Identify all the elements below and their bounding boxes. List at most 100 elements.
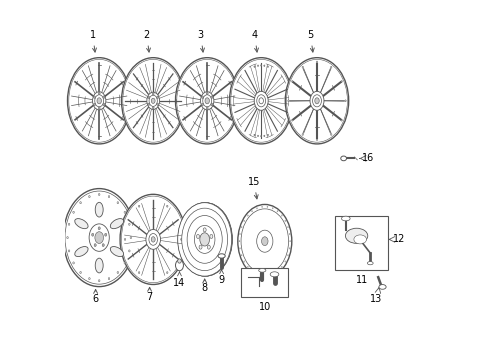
Text: 16: 16 [363,153,375,163]
Ellipse shape [110,247,123,257]
Ellipse shape [195,225,215,253]
Ellipse shape [178,203,232,276]
Ellipse shape [244,261,245,262]
Ellipse shape [289,248,290,249]
Ellipse shape [123,59,184,142]
Ellipse shape [238,204,292,278]
Ellipse shape [75,219,88,229]
Ellipse shape [175,58,239,144]
Ellipse shape [207,245,210,249]
Ellipse shape [151,237,155,242]
Ellipse shape [103,96,105,98]
Ellipse shape [285,261,286,262]
Ellipse shape [187,216,222,263]
Ellipse shape [268,66,269,67]
Text: 3: 3 [197,30,204,52]
Text: 5: 5 [307,30,314,52]
Ellipse shape [124,211,125,213]
Ellipse shape [146,229,161,249]
Ellipse shape [241,209,289,274]
Ellipse shape [281,266,282,267]
Ellipse shape [262,275,263,276]
Ellipse shape [268,134,269,136]
Ellipse shape [93,92,106,110]
Text: 15: 15 [248,177,260,199]
Ellipse shape [341,156,346,161]
Ellipse shape [241,226,242,228]
Ellipse shape [177,59,238,142]
Ellipse shape [65,191,133,284]
Ellipse shape [288,100,289,102]
Ellipse shape [341,80,343,82]
Text: 9: 9 [219,269,224,285]
Ellipse shape [247,266,248,267]
Ellipse shape [256,208,257,209]
Ellipse shape [138,205,140,207]
Text: 2: 2 [144,30,150,52]
Ellipse shape [181,238,182,240]
Ellipse shape [98,92,100,95]
Ellipse shape [157,96,158,99]
Ellipse shape [229,58,293,144]
Bar [242,268,288,297]
Ellipse shape [138,271,140,274]
Ellipse shape [89,195,90,198]
Ellipse shape [122,196,185,283]
Ellipse shape [67,237,68,239]
Ellipse shape [182,208,228,271]
Text: 11: 11 [356,275,368,285]
Ellipse shape [277,211,278,212]
Ellipse shape [128,223,130,225]
Ellipse shape [240,248,241,249]
Ellipse shape [75,247,88,257]
Ellipse shape [257,230,273,252]
Text: 13: 13 [370,294,383,305]
Ellipse shape [147,92,160,109]
Ellipse shape [310,91,324,110]
Ellipse shape [257,95,266,107]
Ellipse shape [175,260,183,271]
Ellipse shape [63,189,135,287]
Ellipse shape [203,95,212,107]
Text: 8: 8 [201,279,208,293]
Ellipse shape [292,119,293,121]
Ellipse shape [272,208,273,209]
Ellipse shape [342,216,350,221]
Ellipse shape [95,258,103,273]
Ellipse shape [206,92,208,95]
Text: 7: 7 [147,287,153,302]
Ellipse shape [257,135,259,137]
Ellipse shape [97,98,101,104]
Ellipse shape [108,195,110,198]
Ellipse shape [261,135,262,137]
Ellipse shape [120,194,186,284]
Ellipse shape [117,202,119,204]
Ellipse shape [288,226,289,228]
Ellipse shape [201,96,203,98]
Ellipse shape [98,107,100,109]
Ellipse shape [231,59,292,142]
Ellipse shape [68,58,131,144]
Ellipse shape [302,134,303,135]
Ellipse shape [341,119,343,121]
Ellipse shape [211,96,213,98]
Ellipse shape [148,96,150,99]
Ellipse shape [354,235,367,244]
Ellipse shape [108,278,110,280]
Ellipse shape [203,228,206,232]
Ellipse shape [262,237,268,246]
Ellipse shape [259,269,266,272]
Ellipse shape [277,270,278,272]
Text: 4: 4 [252,30,258,52]
Ellipse shape [98,280,100,282]
Ellipse shape [254,66,255,67]
Ellipse shape [117,271,119,274]
Ellipse shape [288,255,289,256]
Ellipse shape [130,237,132,239]
Text: 14: 14 [173,272,186,288]
Ellipse shape [178,203,232,276]
Ellipse shape [205,98,209,104]
Ellipse shape [317,139,318,140]
Ellipse shape [80,271,81,274]
Ellipse shape [102,244,104,247]
